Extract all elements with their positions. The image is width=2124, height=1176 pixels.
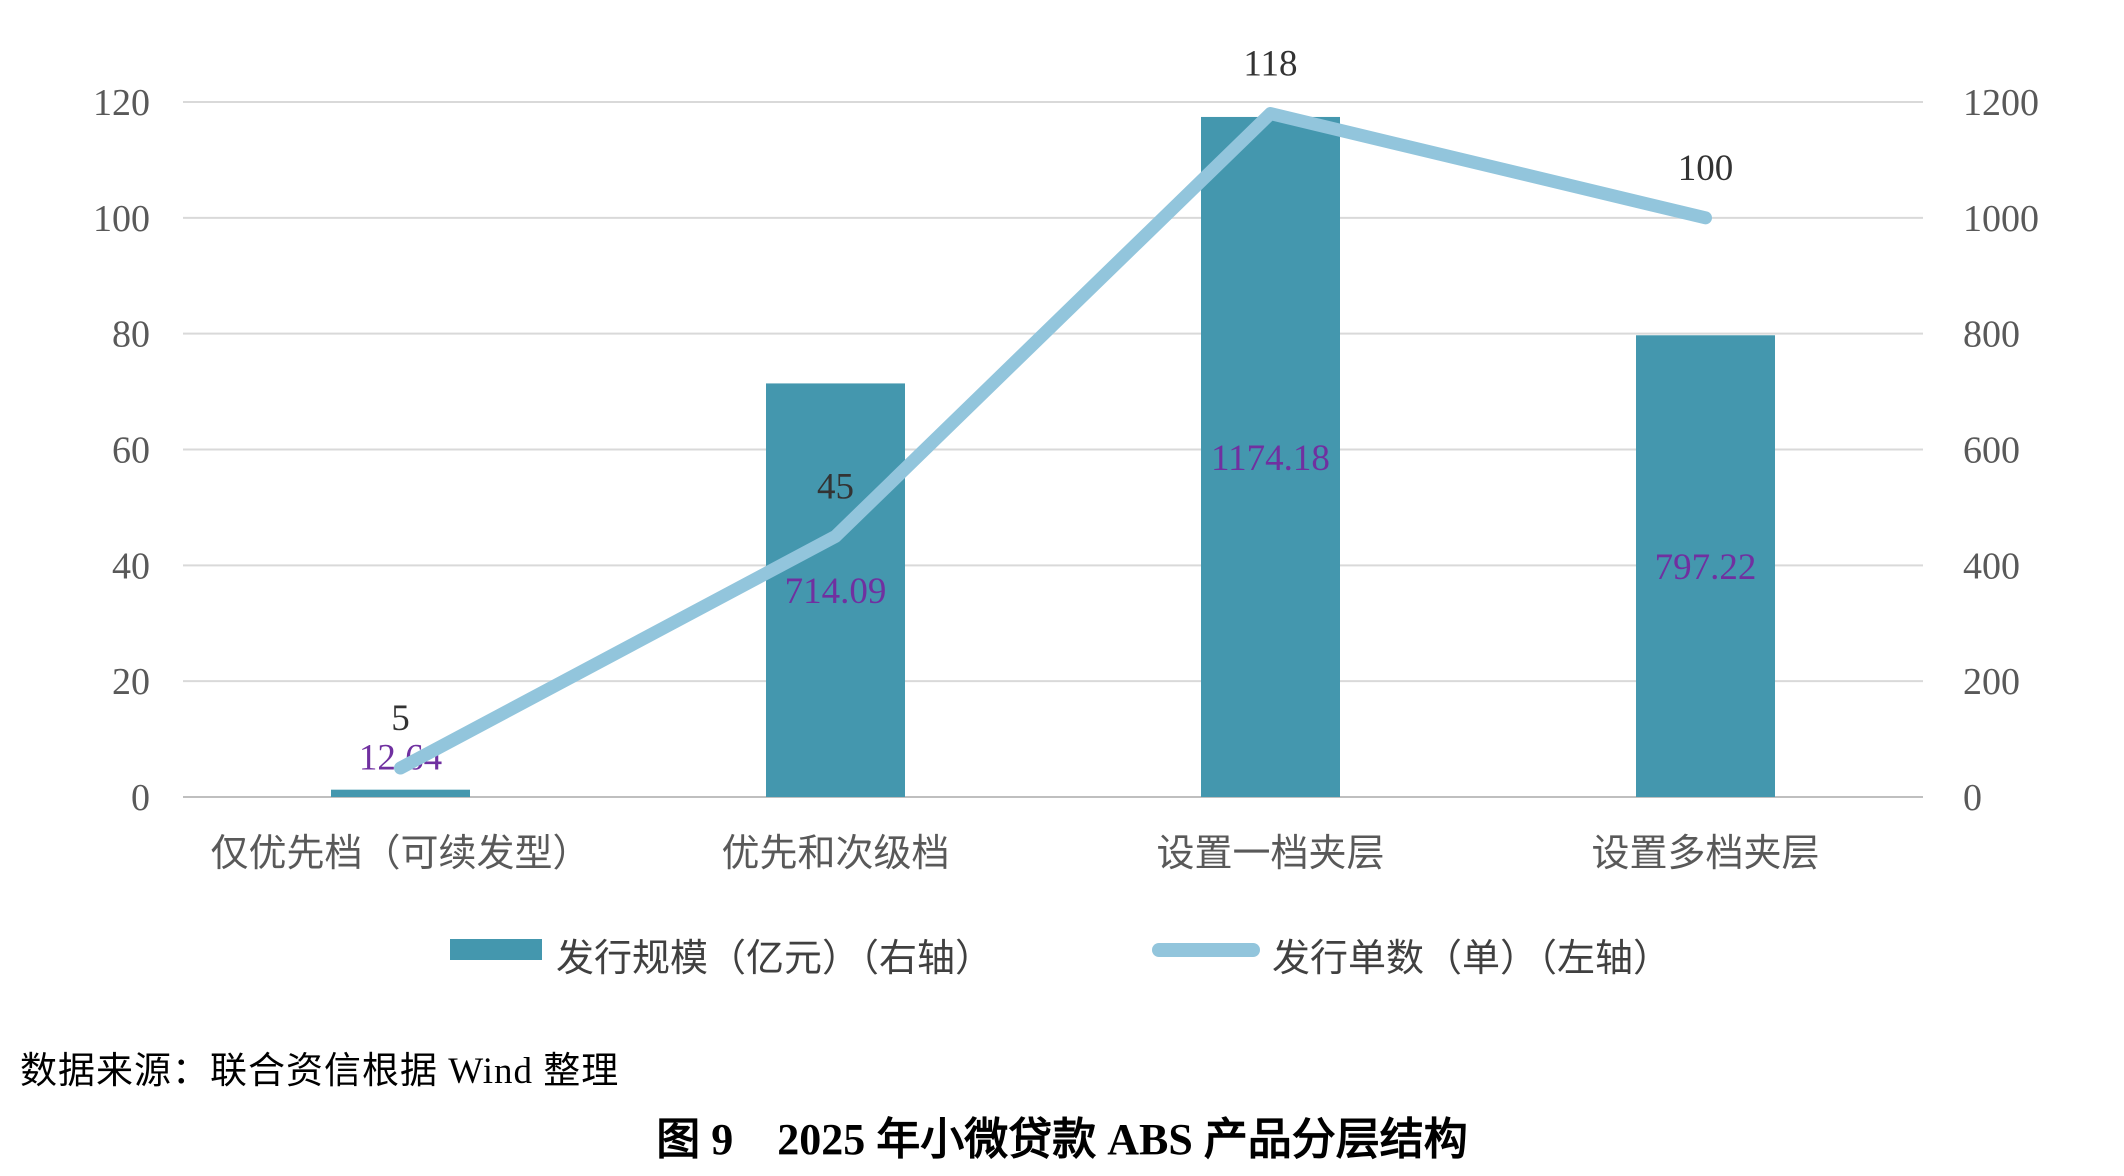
- line-value-label: 45: [817, 466, 854, 507]
- bar: [1636, 335, 1775, 797]
- left-axis-tick: 60: [112, 430, 150, 472]
- line-value-label: 118: [1243, 44, 1297, 85]
- left-axis-tick: 100: [93, 198, 150, 240]
- category-label: 设置一档夹层: [1156, 833, 1384, 875]
- bar-value-label: 1174.18: [1211, 438, 1330, 479]
- legend-line-label: 发行单数（单）（左轴）: [1272, 938, 1671, 980]
- bar: [331, 789, 470, 797]
- bar: [766, 383, 905, 797]
- right-axis-tick: 400: [1963, 545, 2020, 587]
- source-note: 数据来源：联合资信根据 Wind 整理: [20, 1051, 620, 1092]
- bar: [1201, 116, 1340, 797]
- category-label: 仅优先档（可续发型）: [210, 833, 590, 875]
- right-axis-tick: 1000: [1963, 198, 2039, 240]
- category-label: 优先和次级档: [721, 833, 949, 875]
- left-axis-tick: 120: [93, 82, 150, 124]
- left-axis-tick: 40: [112, 545, 150, 587]
- category-label: 设置多档夹层: [1591, 833, 1819, 875]
- legend-bar-label: 发行规模（亿元）（右轴）: [556, 938, 993, 980]
- right-axis-tick: 800: [1963, 314, 2020, 356]
- right-axis-tick: 0: [1963, 777, 1982, 819]
- line-value-label: 100: [1678, 148, 1734, 189]
- left-axis-tick: 0: [131, 777, 150, 819]
- bar-value-label: 797.22: [1655, 547, 1757, 588]
- right-axis-tick: 200: [1963, 661, 2020, 703]
- line-series: [394, 107, 1712, 775]
- figure-title: 图 9 2025 年小微贷款 ABS 产品分层结构: [656, 1115, 1468, 1164]
- line-value-label: 5: [391, 698, 410, 739]
- legend-bar-swatch: [450, 939, 542, 960]
- left-axis-tick: 20: [112, 661, 150, 703]
- left-axis-tick: 80: [112, 314, 150, 356]
- legend-line-swatch: [1152, 943, 1260, 957]
- right-axis-tick: 1200: [1963, 82, 2039, 124]
- right-axis-tick: 600: [1963, 430, 2020, 472]
- bar-value-label: 714.09: [785, 571, 887, 612]
